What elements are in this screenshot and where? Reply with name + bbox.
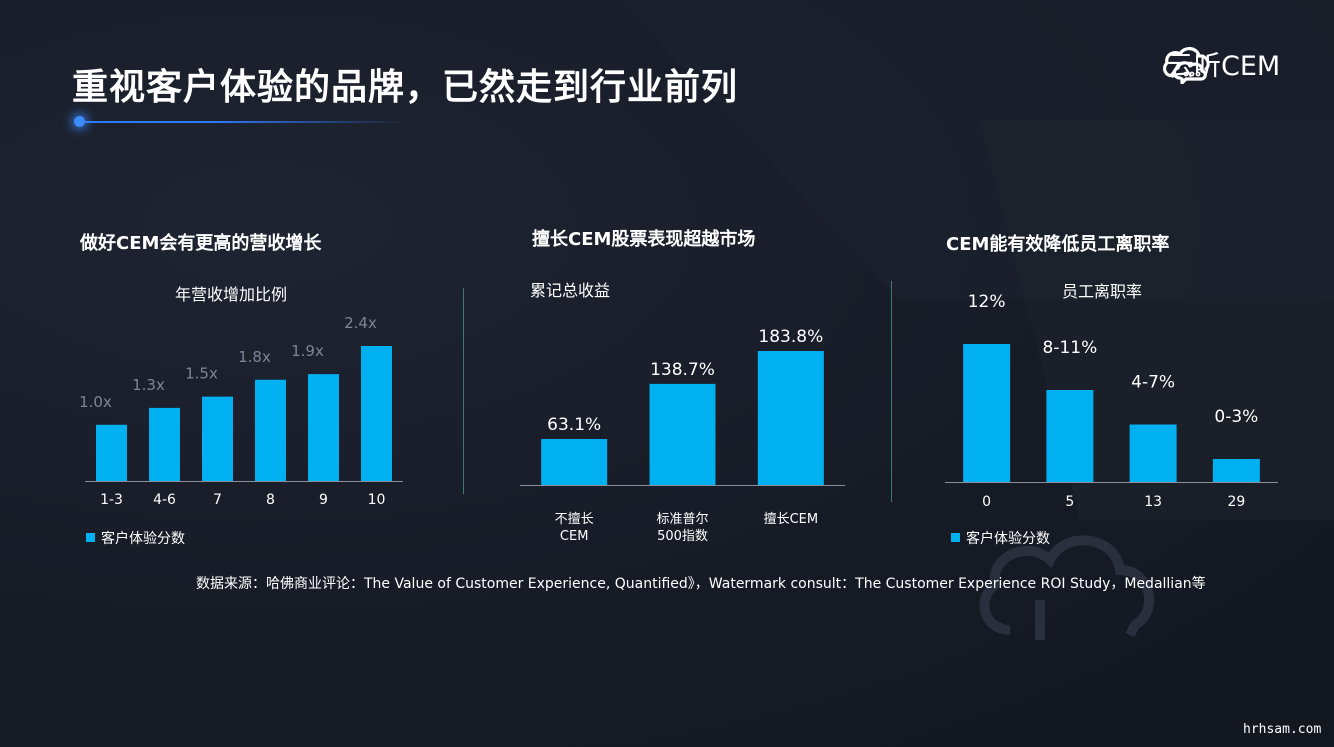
title-underline: [78, 121, 408, 123]
stock-category-label: 不擅长 CEM: [555, 511, 594, 544]
revenue-data-label: 2.4x: [344, 314, 377, 332]
turnover-category-label: 13: [1144, 494, 1162, 510]
revenue-data-label: 1.8x: [238, 348, 271, 366]
turnover-data-label: 8-11%: [1043, 338, 1098, 358]
divider-1: [463, 288, 464, 494]
turnover-bar: [1129, 424, 1177, 482]
revenue-category-label: 10: [368, 492, 386, 508]
logo-text: 云听CEM: [1167, 51, 1281, 82]
turnover-data-label: 0-3%: [1214, 407, 1258, 427]
revenue-category-label: 7: [213, 492, 222, 508]
revenue-bar: [361, 346, 392, 481]
stock-category-label: 标准普尔 500指数: [656, 512, 708, 544]
cloud-chat-icon: [1162, 47, 1210, 84]
revenue-data-label: 1.0x: [79, 393, 112, 411]
turnover-category-label: 0: [982, 494, 991, 510]
stock-data-label: 63.1%: [547, 415, 601, 435]
panel-1-subtitle: 年营收增加比例: [175, 285, 288, 304]
turnover-bar: [1212, 459, 1260, 482]
panel-3-legend: 客户体验分数: [951, 528, 1050, 548]
panel-2-title: 擅长CEM股票表现超越市场: [532, 229, 756, 250]
panel-1-legend: 客户体验分数: [86, 528, 185, 548]
revenue-bar: [96, 424, 127, 481]
stock-category-label: 擅长CEM: [764, 511, 819, 527]
stock-data-label: 138.7%: [650, 360, 715, 380]
panel-1-title: 做好CEM会有更高的营收增长: [80, 233, 322, 254]
legend-swatch: [951, 533, 960, 542]
revenue-bar: [149, 407, 180, 481]
stock-bar: [757, 351, 824, 485]
turnover-category-label: 5: [1065, 494, 1074, 510]
title-glow-dot: [74, 116, 85, 127]
legend-label: 客户体验分数: [966, 531, 1050, 547]
revenue-bar: [255, 379, 286, 481]
revenue-data-label: 1.9x: [291, 342, 324, 360]
site-watermark: hrhsam.com: [1243, 722, 1322, 737]
revenue-category-label: 9: [319, 492, 328, 508]
turnover-data-label: 4-7%: [1131, 373, 1175, 393]
revenue-data-label: 1.5x: [185, 365, 218, 383]
panel-3-subtitle: 员工离职率: [1062, 282, 1143, 301]
stock-bar: [649, 383, 716, 485]
turnover-category-label: 29: [1227, 494, 1245, 510]
revenue-bar: [308, 374, 339, 481]
revenue-data-label: 1.3x: [132, 376, 165, 394]
turnover-data-label: 12%: [968, 292, 1006, 312]
turnover-bar: [963, 344, 1011, 482]
page-title: 重视客户体验的品牌，已然走到行业前列: [72, 67, 739, 108]
panel-2-subtitle: 累记总收益: [530, 281, 611, 300]
revenue-category-label: 4-6: [153, 492, 176, 508]
legend-swatch: [86, 533, 95, 542]
revenue-bar: [202, 396, 233, 481]
stock-bar: [541, 438, 608, 485]
panel-3-title: CEM能有效降低员工离职率: [946, 234, 1170, 255]
revenue-category-label: 8: [266, 492, 275, 508]
stock-data-label: 183.8%: [758, 327, 823, 347]
divider-2: [891, 281, 892, 502]
revenue-category-label: 1-3: [100, 492, 123, 508]
turnover-bar: [1046, 390, 1094, 482]
data-source-note: 数据来源：哈佛商业评论：The Value of Customer Experi…: [196, 576, 1206, 592]
legend-label: 客户体验分数: [101, 531, 185, 547]
